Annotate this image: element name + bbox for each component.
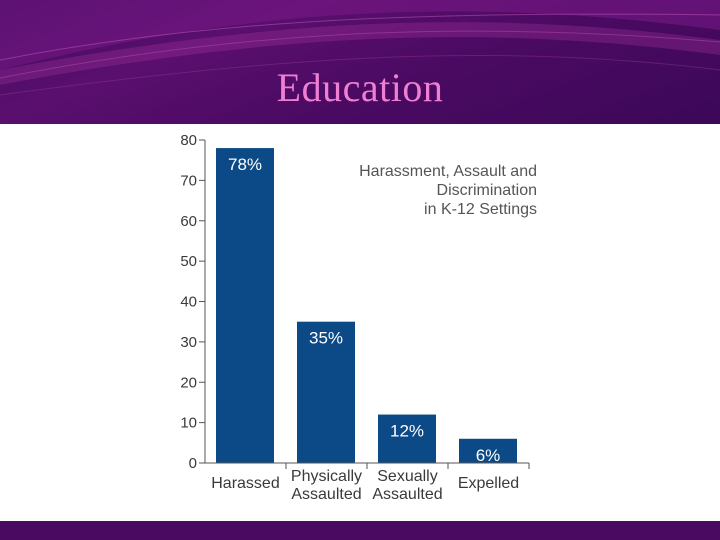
x-category-label: Harassed bbox=[211, 475, 279, 492]
y-tick-label: 50 bbox=[180, 253, 197, 270]
x-category-label: Physically Assaulted bbox=[291, 468, 362, 503]
bar-value-label: 35% bbox=[309, 329, 343, 348]
bar-value-label: 12% bbox=[390, 422, 424, 441]
x-axis: Harassed Physically Assaulted Sexually Assau… bbox=[205, 462, 530, 503]
bar bbox=[378, 414, 436, 463]
bar bbox=[297, 321, 355, 463]
y-tick-label: 10 bbox=[180, 415, 197, 432]
chart-title-line: Harassment, Assault and bbox=[359, 163, 537, 180]
bar-value-label: 78% bbox=[228, 155, 262, 174]
x-category-label: Expelled bbox=[458, 475, 519, 492]
y-tick-label: 70 bbox=[180, 172, 197, 189]
bar bbox=[216, 148, 274, 463]
bar-value-label: 6% bbox=[476, 446, 501, 465]
bar bbox=[459, 438, 517, 463]
chart-title-line: in K-12 Settings bbox=[424, 201, 537, 218]
slide-header: Education bbox=[0, 0, 720, 124]
chart-title: Harassment, Assault and Discrimination in … bbox=[359, 163, 537, 218]
y-tick-label: 60 bbox=[180, 213, 197, 230]
x-category-label: Sexually Assaulted bbox=[372, 468, 442, 503]
y-axis: 0 10 20 30 40 50 60 70 80 bbox=[180, 132, 206, 472]
y-tick-label: 40 bbox=[180, 294, 197, 311]
y-tick-label: 80 bbox=[180, 132, 197, 149]
chart-title-line: Discrimination bbox=[437, 182, 537, 199]
slide-footer bbox=[0, 521, 720, 540]
y-tick-label: 0 bbox=[189, 455, 197, 472]
y-tick-label: 20 bbox=[180, 374, 197, 391]
bars: 78% 35% 12% 6% bbox=[216, 148, 517, 465]
bar-chart: 0 10 20 30 40 50 60 70 80 78% 35% 12% 6% Harassed Ph… bbox=[180, 132, 537, 503]
slide-title: Education bbox=[276, 65, 444, 110]
y-tick-label: 30 bbox=[180, 334, 197, 351]
header-decoration bbox=[0, 0, 720, 96]
